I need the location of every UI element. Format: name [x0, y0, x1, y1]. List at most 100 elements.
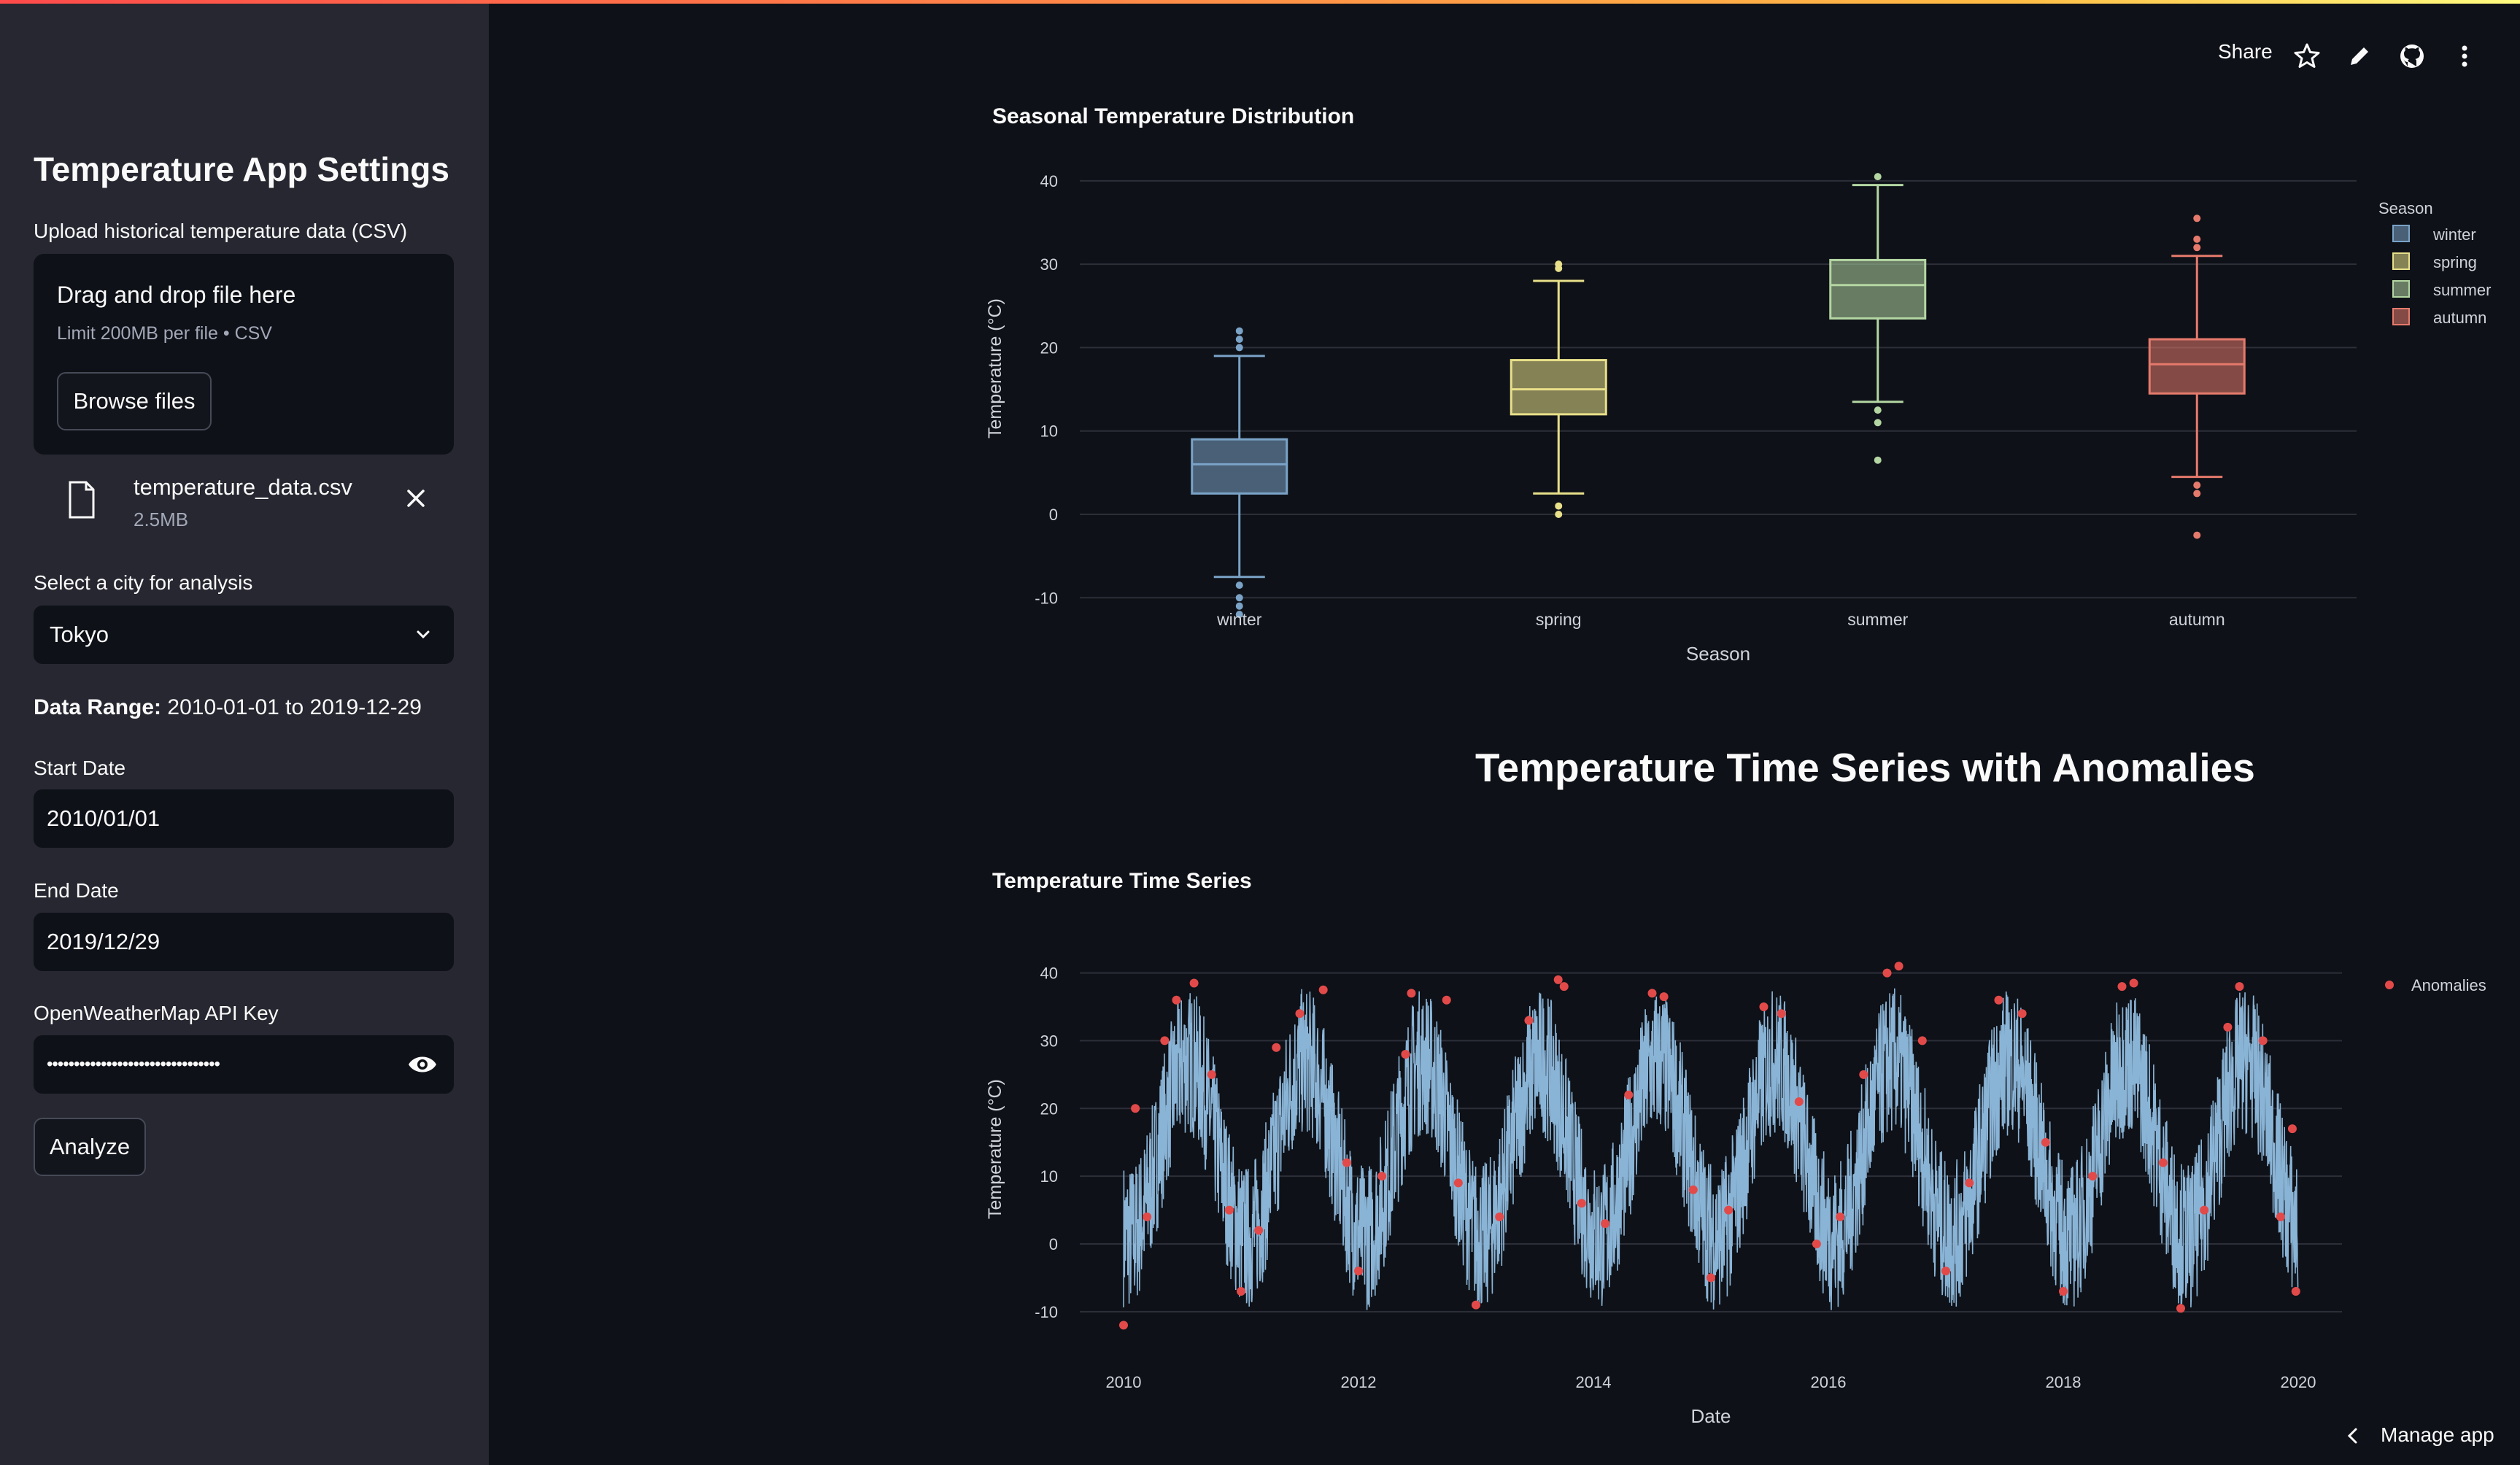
city-label: Select a city for analysis: [34, 571, 253, 594]
city-select[interactable]: Tokyo: [34, 606, 454, 664]
anomaly-point: [2088, 1172, 2098, 1181]
sidebar: Temperature App Settings Upload historic…: [0, 4, 489, 1465]
x-tick-label: 2014: [1576, 1373, 1612, 1391]
box-outlier: [1235, 327, 1243, 335]
anomaly-point: [1318, 985, 1328, 994]
start-date-label: Start Date: [34, 757, 126, 779]
box-outlier: [1235, 611, 1243, 619]
chevron-left-icon[interactable]: [2342, 1425, 2364, 1447]
x-tick-label: winter: [1216, 610, 1262, 629]
anomaly-point: [1407, 989, 1416, 998]
start-date-input[interactable]: 2010/01/01: [34, 789, 454, 848]
anomaly-point: [1401, 1050, 1410, 1059]
legend-swatch-spring: [2392, 252, 2410, 270]
x-tick-label: summer: [1847, 610, 1908, 629]
legend-label-autumn: autumn: [2433, 309, 2486, 327]
x-tick-label: 2012: [1341, 1373, 1377, 1391]
more-vertical-icon[interactable]: [2450, 42, 2479, 71]
x-tick-label: spring: [1536, 610, 1582, 629]
anomaly-point: [2059, 1287, 2068, 1296]
anomaly-point: [1688, 1185, 1698, 1194]
legend-label-anomalies: Anomalies: [2411, 976, 2486, 994]
browse-files-button[interactable]: Browse files: [57, 372, 212, 430]
data-range-label: Data Range:: [34, 695, 162, 719]
anomaly-point: [1577, 1199, 1586, 1208]
y-tick-label: -10: [1035, 1303, 1058, 1321]
anomaly-point: [1917, 1036, 1927, 1045]
end-date-input[interactable]: 2019/12/29: [34, 913, 454, 971]
box-outlier: [2193, 490, 2201, 498]
anomaly-point: [1453, 1178, 1463, 1188]
box-outlier: [1874, 456, 1882, 464]
anomaly-point: [1794, 1097, 1804, 1106]
anomaly-point: [1559, 982, 1569, 992]
city-select-value: Tokyo: [50, 622, 109, 647]
end-date-label: End Date: [34, 879, 119, 902]
anomaly-point: [2176, 1304, 2185, 1313]
anomaly-point: [2291, 1287, 2300, 1296]
upload-label: Upload historical temperature data (CSV): [34, 220, 408, 242]
box-outlier: [1555, 511, 1563, 518]
data-range-text: Data Range: 2010-01-01 to 2019-12-29: [34, 695, 422, 720]
star-icon[interactable]: [2292, 42, 2322, 71]
anomaly-point: [1472, 1300, 1480, 1310]
start-date-value: 2010/01/01: [47, 805, 161, 831]
box-spring: [1510, 359, 1607, 416]
box-outlier: [1235, 594, 1243, 602]
x-tick-label: 2020: [2281, 1373, 2316, 1391]
box-outlier: [1555, 502, 1563, 510]
x-tick-label: 2016: [1811, 1373, 1847, 1391]
share-button[interactable]: Share: [2218, 40, 2273, 63]
anomaly-point: [1342, 1158, 1351, 1167]
anomaly-point: [2129, 978, 2138, 988]
eye-icon[interactable]: [407, 1051, 438, 1078]
legend-label-summer: summer: [2433, 281, 2491, 299]
box-outlier: [1874, 419, 1882, 427]
y-tick-label: 40: [1040, 965, 1058, 983]
data-range-value: 2010-01-01 to 2019-12-29: [167, 695, 422, 719]
remove-file-icon[interactable]: [401, 484, 430, 513]
top-accent-line: [0, 0, 2520, 4]
anomaly-point: [2258, 1036, 2268, 1045]
y-axis-label: Temperature (°C): [985, 1079, 1005, 1219]
x-axis-label: Season: [1686, 643, 1750, 665]
uploaded-file-row: temperature_data.csv 2.5MB: [34, 463, 454, 536]
seasonal-box-chart: -10 0 10 20 30 40 winter spring summer autumn Seas…: [985, 172, 2491, 665]
y-axis-label: Temperature (°C): [985, 298, 1005, 438]
anomaly-point: [1524, 1016, 1534, 1025]
box-summer: [1829, 258, 1927, 320]
y-tick-label: 0: [1049, 1235, 1058, 1253]
temperature-series-line: [1123, 988, 2299, 1310]
x-tick-label: autumn: [2169, 610, 2225, 629]
anomaly-point: [1882, 968, 1892, 978]
file-dropzone[interactable]: Drag and drop file here Limit 200MB per …: [34, 254, 454, 455]
y-tick-label: 10: [1040, 422, 1058, 441]
pencil-icon[interactable]: [2345, 42, 2374, 71]
anomaly-point: [1759, 1002, 1769, 1011]
box-outlier: [1874, 406, 1882, 414]
analyze-button[interactable]: Analyze: [34, 1118, 146, 1176]
box-outlier: [1235, 344, 1243, 352]
legend-swatch-autumn: [2392, 308, 2410, 325]
anomaly-point: [2235, 982, 2244, 992]
anomaly-point: [1119, 1321, 1128, 1330]
api-key-input[interactable]: ••••••••••••••••••••••••••••••••: [34, 1035, 454, 1094]
main-content: Share Seasonal Temperature Distribution …: [489, 4, 2520, 1465]
box-chart-title: Seasonal Temperature Distribution: [992, 104, 1355, 128]
legend-swatch-summer: [2392, 280, 2410, 298]
legend-label-winter: winter: [2432, 225, 2476, 244]
box-outlier: [1874, 173, 1882, 181]
file-name: temperature_data.csv: [134, 474, 352, 500]
api-key-label: OpenWeatherMap API Key: [34, 1002, 279, 1024]
y-tick-label: 30: [1040, 255, 1058, 274]
anomaly-point: [1272, 1043, 1281, 1052]
manage-app-button[interactable]: Manage app: [2381, 1423, 2494, 1446]
anomaly-point: [1189, 978, 1199, 988]
box-outlier: [1235, 336, 1243, 343]
file-icon: [69, 481, 95, 519]
anomaly-point: [1131, 1104, 1140, 1113]
legend-swatch-anomalies: [2385, 981, 2394, 989]
github-icon[interactable]: [2397, 42, 2427, 71]
anomaly-point: [1354, 1267, 1363, 1276]
legend-title: Season: [2378, 199, 2433, 217]
